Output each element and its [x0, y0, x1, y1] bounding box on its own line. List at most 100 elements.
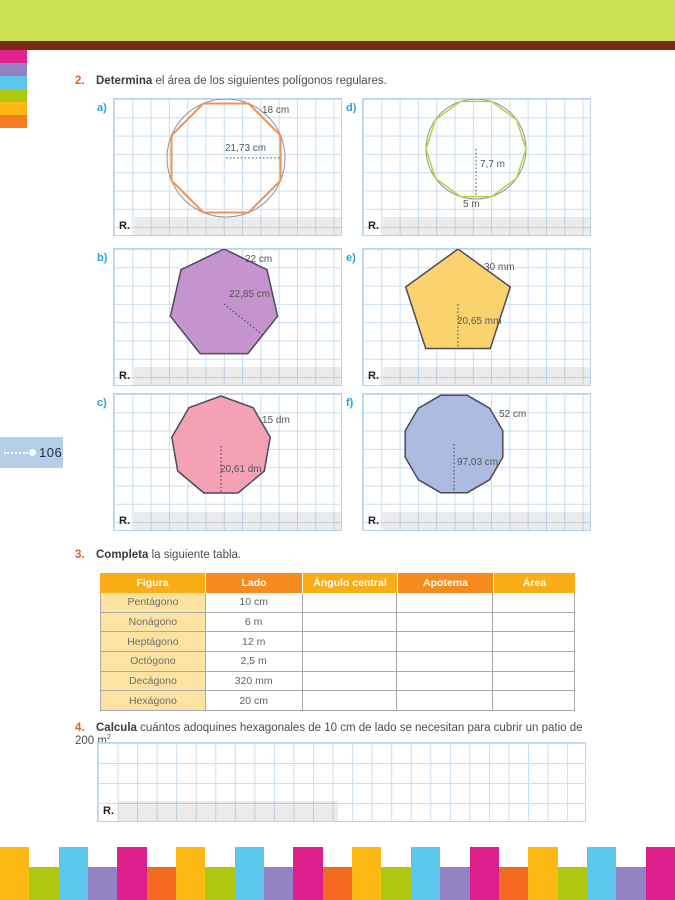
footer-block [645, 847, 675, 900]
exercise4-superscript: 2 [106, 734, 111, 741]
figure-cell: Hexágono [101, 691, 206, 712]
figure-cell: Heptágono [101, 632, 206, 653]
empty-cell [493, 652, 575, 672]
table-row: Decágono 320 mm [100, 671, 575, 692]
panel-label-e: e) [346, 252, 356, 264]
table-row: Heptágono 12 m [100, 632, 575, 653]
answer-label: R. [103, 805, 114, 817]
answer-blank [134, 512, 341, 530]
figure-cell: Octógono [101, 652, 206, 672]
exercise3-heading: 3. Completa la siguiente tabla. [75, 549, 595, 561]
side-measurement: 52 cm [499, 409, 527, 420]
exercise2-panel-f: 52 cm 97,03 cm R. [362, 393, 591, 531]
side-cell: 6 m [205, 612, 303, 633]
answer-blank [383, 512, 590, 530]
answer-row: R. [114, 217, 341, 235]
answer-row: R. [363, 512, 590, 530]
empty-cell [493, 671, 575, 692]
side-tab [0, 115, 27, 128]
footer-block [381, 867, 411, 900]
exercise4-text-end: . [110, 734, 115, 747]
apothem-measurement: 7,7 m [480, 159, 506, 170]
panel-label-a: a) [97, 102, 107, 114]
footer-block [322, 867, 353, 900]
footer-block [410, 847, 441, 900]
empty-cell [397, 612, 494, 633]
apothem-measurement: 22,85 cm [229, 289, 271, 300]
empty-cell [397, 632, 494, 653]
panel-label-d: d) [346, 102, 357, 114]
footer-block [88, 867, 118, 900]
footer-block [146, 867, 177, 900]
column-header-figura: Figura [100, 573, 205, 593]
panel-label-c: c) [97, 397, 107, 409]
exercise2-heading: 2. Determina el área de los siguientes po… [75, 75, 595, 87]
panel-label-f: f) [346, 397, 354, 409]
answer-label: R. [119, 515, 130, 527]
nonagon-figure [171, 395, 271, 494]
empty-cell [397, 671, 494, 692]
apothem-measurement: 20,61 dm [220, 464, 262, 475]
empty-cell [302, 691, 398, 712]
answer-label: R. [368, 220, 379, 232]
side-measurement: 18 cm [262, 105, 290, 116]
side-cell: 320 mm [205, 671, 303, 692]
footer-block [528, 847, 558, 900]
exercise2-panel-a: 18 cm 21,73 cm R. [113, 98, 342, 236]
answer-blank [383, 217, 590, 235]
pentagon-figure [404, 249, 512, 350]
side-measurement: 15 dm [262, 415, 290, 426]
footer-block [440, 867, 470, 900]
empty-cell [397, 593, 494, 613]
side-tab [0, 102, 27, 115]
dodecagon-figure [404, 394, 504, 494]
footer-block [586, 847, 617, 900]
table-header-row: Figura Lado Ángulo central Apotema Área [100, 573, 575, 593]
footer-block [176, 847, 206, 900]
answer-blank [134, 367, 341, 385]
side-cell: 10 cm [205, 593, 303, 613]
answer-row: R. [98, 801, 585, 821]
empty-cell [493, 593, 575, 613]
empty-cell [397, 691, 494, 712]
footer-block [117, 847, 147, 900]
footer-block [557, 867, 587, 900]
exercise2-panel-b: 22 cm 22,85 cm R. [113, 248, 342, 386]
decagon-figure [425, 99, 527, 200]
footer-block [29, 867, 59, 900]
empty-cell [302, 632, 398, 653]
empty-cell [493, 612, 575, 633]
answer-label: R. [119, 220, 130, 232]
table-row: Nonágono 6 m [100, 612, 575, 633]
exercise2-panel-d: 7,7 m 5 m R. [362, 98, 591, 236]
answer-label: R. [368, 370, 379, 382]
exercise2-number: 2. [75, 75, 85, 87]
side-tab [0, 89, 27, 102]
side-tab [0, 50, 27, 63]
empty-cell [493, 691, 575, 712]
footer-block [205, 867, 235, 900]
exercise2-verb: Determina [96, 75, 153, 87]
empty-cell [397, 652, 494, 672]
side-measurement: 5 m [463, 199, 480, 210]
column-header-area: Área [493, 573, 575, 593]
exercise3-text: la siguiente tabla. [148, 549, 242, 561]
apothem-measurement: 97,03 cm [457, 457, 499, 468]
exercise3-number: 3. [75, 549, 85, 561]
side-measurement: 30 mm [484, 262, 515, 273]
footer-block [0, 847, 30, 900]
exercise3-verb: Completa [96, 549, 149, 561]
empty-cell [302, 612, 398, 633]
side-cell: 12 m [205, 632, 303, 653]
footer-block [234, 847, 265, 900]
column-header-lado: Lado [205, 573, 302, 593]
apothem-measurement: 21,73 cm [225, 143, 267, 154]
side-measurement: 22 cm [245, 254, 273, 265]
footer-block [498, 867, 529, 900]
side-cell: 20 cm [205, 691, 303, 712]
empty-cell [493, 632, 575, 653]
answer-label: R. [119, 370, 130, 382]
footer-block [293, 847, 323, 900]
page-number-tab: 106 [0, 437, 63, 468]
exercise2-panel-c: 15 dm 20,61 dm R. [113, 393, 342, 531]
